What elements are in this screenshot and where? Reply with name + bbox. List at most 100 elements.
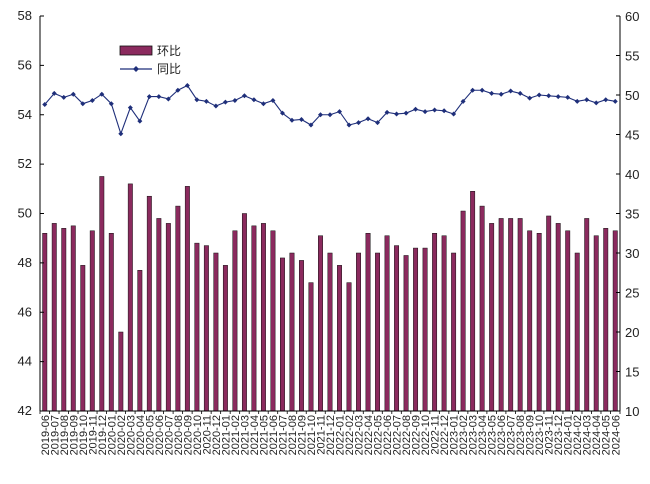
y2-tick-label: 50: [625, 88, 639, 103]
y2-tick-label: 25: [625, 286, 639, 301]
line-point: [289, 117, 295, 123]
legend-label-bar: 环比: [157, 44, 181, 58]
x-tick-label: 2019-10: [78, 415, 90, 455]
bar: [99, 176, 105, 412]
y-tick-label: 52: [18, 156, 32, 171]
bar: [42, 233, 48, 412]
bar: [565, 230, 571, 412]
line-point: [593, 100, 599, 106]
bar: [51, 223, 57, 412]
line-point: [536, 92, 542, 98]
bar: [460, 210, 466, 412]
line-point: [441, 108, 447, 114]
x-tick-label: 2021-05: [258, 415, 270, 455]
line-point: [213, 103, 219, 109]
x-tick-label: 2020-03: [125, 415, 137, 455]
line-point: [508, 88, 514, 94]
line-point: [356, 120, 362, 126]
line-point: [527, 95, 533, 101]
x-tick-label: 2024-01: [563, 415, 575, 455]
y2-tick-label: 35: [625, 207, 639, 222]
x-tick-label: 2023-01: [449, 415, 461, 455]
bar: [508, 218, 514, 412]
line-point: [89, 98, 95, 104]
x-tick-label: 2020-09: [182, 415, 194, 455]
x-tick-label: 2020-06: [154, 415, 166, 455]
line-point: [460, 98, 466, 104]
line-point: [175, 87, 181, 93]
line-point: [555, 94, 561, 100]
bar: [403, 255, 409, 412]
x-tick-label: 2019-09: [68, 415, 80, 455]
x-tick-label: 2024-03: [582, 415, 594, 455]
y-tick-label: 54: [18, 107, 32, 122]
line-point: [260, 101, 266, 107]
line-point: [241, 93, 247, 99]
bar: [584, 218, 590, 412]
bar: [80, 265, 86, 412]
y-tick-label: 48: [18, 255, 32, 270]
x-tick-label: 2021-04: [249, 415, 261, 455]
bar: [603, 228, 609, 412]
bar: [546, 215, 552, 412]
x-tick-label: 2022-06: [382, 415, 394, 455]
y-tick-label: 46: [18, 304, 32, 319]
bar: [527, 230, 533, 412]
bar: [422, 247, 428, 412]
line-point: [375, 120, 381, 126]
line-point: [317, 112, 323, 118]
y-tick-label: 58: [18, 8, 32, 23]
x-tick-label: 2020-08: [173, 415, 185, 455]
bar: [222, 265, 228, 412]
x-tick-label: 2020-12: [211, 415, 223, 455]
y-tick-label: 50: [18, 206, 32, 221]
line-point: [308, 122, 314, 128]
bar: [241, 213, 247, 412]
line-point: [61, 94, 67, 100]
bar: [356, 252, 361, 412]
x-tick-label: 2020-02: [116, 415, 128, 455]
x-tick-label: 2023-03: [468, 415, 480, 455]
line-point: [51, 90, 57, 96]
line-point: [203, 98, 209, 104]
x-tick-label: 2023-10: [534, 415, 546, 455]
x-tick-label: 2021-03: [239, 415, 251, 455]
bar: [337, 265, 342, 412]
line-point: [584, 97, 590, 103]
bar: [517, 218, 523, 412]
x-tick-label: 2023-09: [525, 415, 537, 455]
line-point: [42, 101, 48, 107]
bar: [365, 233, 371, 412]
bar: [346, 282, 352, 412]
y2-tick-label: 20: [625, 325, 639, 340]
x-tick-label: 2019-12: [97, 415, 109, 455]
x-tick-label: 2021-11: [315, 415, 327, 455]
bar: [270, 230, 276, 412]
line-point: [574, 98, 580, 104]
line-point: [403, 110, 409, 116]
bar: [232, 230, 238, 412]
y2-tick-label: 60: [625, 9, 639, 24]
line-point: [489, 90, 495, 96]
line-point: [546, 93, 552, 99]
legend-swatch-bar: [119, 45, 153, 56]
bar: [489, 223, 495, 412]
bar: [470, 191, 476, 412]
x-tick-label: 2020-04: [135, 415, 147, 455]
y2-tick-label: 55: [625, 49, 639, 64]
line-point: [422, 109, 428, 115]
bar: [375, 252, 380, 412]
x-tick-label: 2022-08: [401, 415, 413, 455]
x-tick-label: 2021-01: [220, 415, 232, 455]
x-tick-label: 2021-10: [306, 415, 318, 455]
line-point: [156, 94, 162, 100]
x-tick-label: 2022-01: [335, 415, 347, 455]
x-tick-label: 2020-01: [106, 415, 118, 455]
line-point: [298, 116, 304, 122]
bar: [70, 225, 76, 412]
line-point: [279, 110, 285, 116]
x-tick-label: 2023-08: [515, 415, 527, 455]
legend: 环比 同比: [119, 44, 181, 76]
bar: [260, 223, 266, 412]
line-point: [222, 99, 228, 105]
